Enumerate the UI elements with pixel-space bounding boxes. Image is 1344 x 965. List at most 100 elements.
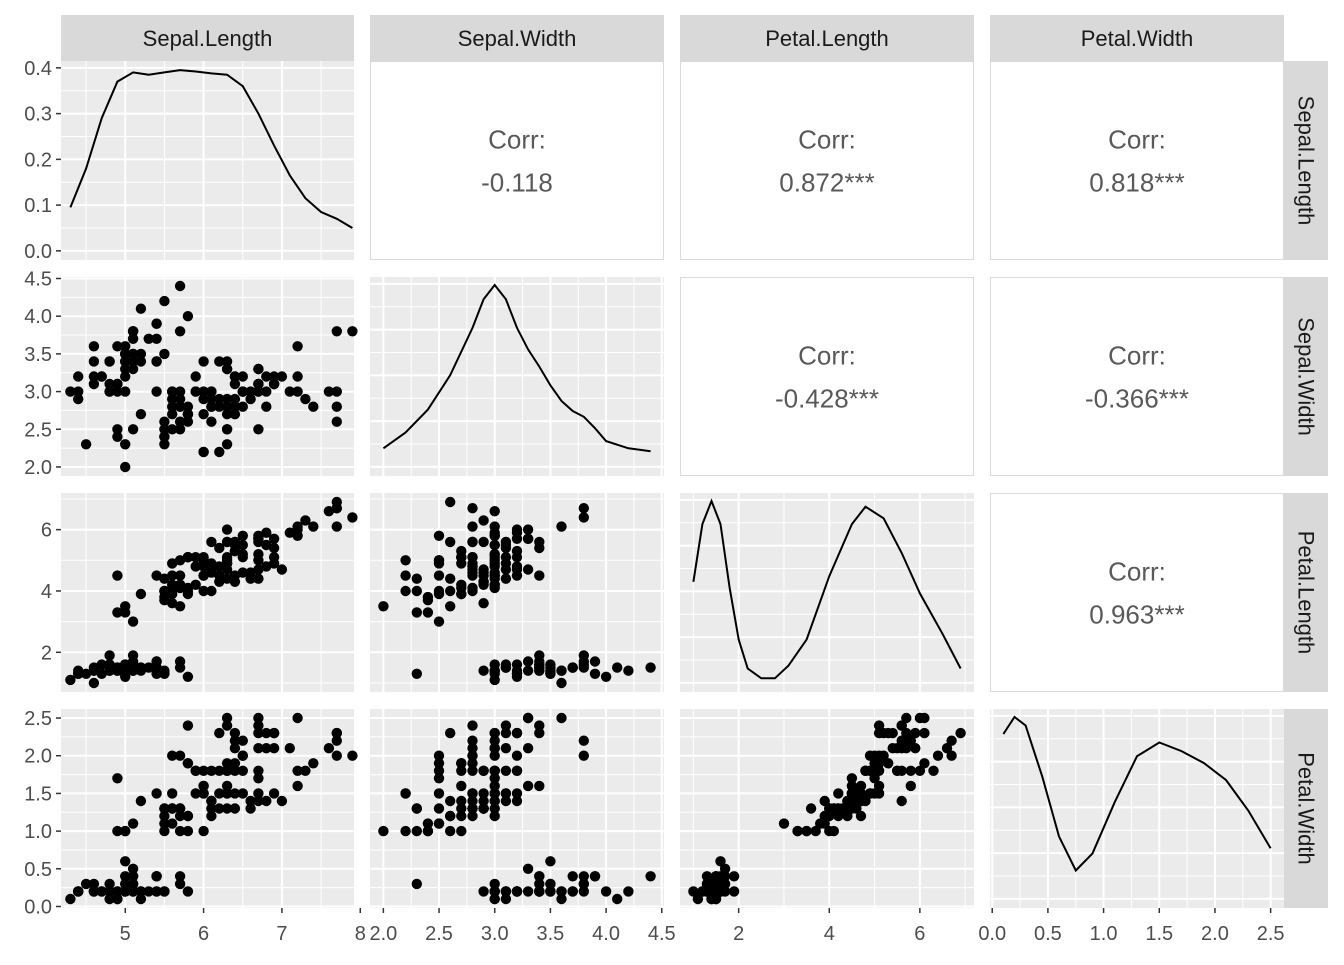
data-point (478, 788, 489, 799)
data-point (715, 856, 726, 867)
data-point (127, 424, 139, 435)
data-point (846, 773, 858, 784)
data-point (331, 386, 342, 397)
data-point (828, 803, 839, 814)
data-point (221, 363, 233, 375)
data-point (878, 727, 889, 739)
data-point (422, 595, 434, 606)
data-point (268, 743, 280, 754)
data-point (489, 886, 500, 897)
data-point (578, 503, 589, 514)
data-point (253, 533, 264, 544)
data-point (467, 788, 478, 799)
data-point (214, 446, 225, 458)
panel-Petal.Width-vs-Sepal.Width (370, 709, 664, 908)
data-point (445, 825, 456, 837)
data-point (511, 665, 523, 676)
data-point (456, 552, 467, 563)
data-point (878, 750, 889, 761)
data-point (892, 765, 903, 776)
y-tick-label: 0.2 (24, 149, 52, 171)
data-point (268, 727, 280, 739)
data-point (237, 549, 248, 560)
data-point (174, 401, 186, 412)
data-point (855, 780, 867, 792)
data-point (905, 735, 916, 746)
data-point (127, 886, 139, 897)
data-point (445, 727, 456, 739)
data-point (159, 825, 170, 837)
data-point (489, 773, 500, 784)
data-point (522, 524, 534, 535)
data-point (167, 803, 178, 814)
data-point (190, 552, 201, 563)
data-point (253, 712, 264, 724)
data-point (292, 780, 303, 792)
data-point (706, 893, 717, 905)
data-point (467, 765, 478, 776)
data-point (411, 878, 422, 890)
data-point (578, 871, 589, 882)
data-point (65, 386, 76, 397)
data-point (135, 662, 147, 673)
data-point (127, 363, 139, 375)
data-point (229, 765, 241, 776)
data-point (478, 886, 489, 897)
data-point (159, 818, 170, 829)
data-point (206, 386, 217, 397)
data-point (292, 712, 303, 724)
data-point (511, 765, 523, 776)
corr-value: -0.118 (481, 168, 553, 198)
data-point (214, 788, 225, 799)
data-point (73, 668, 84, 679)
corr-panel-border (990, 493, 1284, 692)
x-tick-label: 0.0 (978, 923, 1006, 945)
data-point (433, 818, 445, 829)
data-point (400, 788, 411, 799)
data-point (151, 886, 162, 897)
panel-Sepal.Width-vs-Sepal.Length (61, 277, 358, 476)
data-point (135, 303, 147, 314)
column-strip (680, 15, 974, 61)
data-point (120, 878, 131, 890)
data-point (65, 674, 76, 686)
data-point (400, 825, 411, 837)
data-point (206, 795, 217, 807)
data-point (174, 570, 186, 581)
data-point (112, 893, 123, 905)
y-tick-label: 4.0 (24, 306, 52, 328)
data-point (135, 409, 147, 420)
data-point (159, 295, 170, 307)
data-point (174, 825, 186, 837)
data-point (511, 750, 523, 761)
data-point (600, 886, 612, 897)
data-point (159, 803, 170, 814)
data-point (467, 552, 478, 563)
data-point (445, 536, 456, 548)
data-point (522, 533, 534, 544)
data-point (221, 409, 233, 420)
data-point (96, 668, 107, 679)
data-point (378, 825, 389, 837)
data-point (276, 795, 288, 807)
corr-label: Corr: (488, 125, 546, 155)
panel-Sepal.Length-vs-Sepal.Width: Corr: -0.118 (370, 61, 664, 260)
data-point (815, 818, 826, 829)
data-point (445, 585, 456, 597)
data-point (112, 607, 123, 618)
y-tick-label: 1.0 (24, 821, 52, 843)
corr-label: Corr: (798, 125, 856, 155)
data-point (824, 810, 835, 822)
data-point (500, 720, 512, 731)
data-point (522, 886, 534, 897)
data-point (112, 825, 123, 837)
data-point (300, 393, 311, 405)
data-point (534, 720, 545, 731)
data-point (221, 424, 233, 435)
data-point (284, 386, 295, 397)
data-point (456, 765, 467, 776)
x-tick-label: 4.5 (648, 923, 676, 945)
data-point (347, 326, 358, 337)
y-tick-label: 0.4 (24, 58, 52, 80)
data-point (174, 280, 186, 292)
